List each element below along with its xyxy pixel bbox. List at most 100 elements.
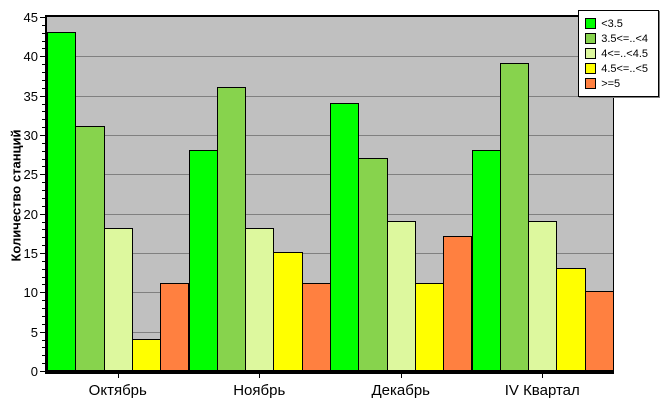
y-tick-minor — [42, 48, 45, 50]
bar — [386, 220, 416, 371]
y-tick-minor — [42, 64, 45, 66]
bar — [188, 149, 218, 371]
bar — [75, 126, 105, 371]
y-tick-label: 30 — [23, 128, 38, 143]
y-tick-minor — [42, 300, 45, 302]
bar — [584, 291, 614, 371]
bar — [273, 252, 303, 371]
y-tick-minor — [42, 347, 45, 349]
legend-swatch-icon — [585, 33, 597, 44]
y-tick-major — [40, 371, 45, 372]
x-tick — [400, 374, 402, 378]
y-tick-minor — [42, 260, 45, 262]
legend-item: 3.5<=..<4 — [585, 31, 648, 46]
legend-swatch-icon — [585, 18, 597, 29]
y-tick-label: 45 — [23, 10, 38, 25]
bars-layer — [47, 17, 614, 371]
legend-item: >=5 — [585, 76, 648, 91]
bar — [499, 63, 530, 371]
y-tick-minor — [42, 237, 45, 239]
x-category-label: Октябрь — [88, 382, 147, 399]
y-tick-label: 20 — [23, 206, 38, 222]
y-tick-minor — [42, 363, 45, 365]
y-tick-minor — [42, 103, 45, 105]
y-tick-label: 40 — [23, 49, 38, 65]
y-tick-major — [40, 331, 45, 333]
x-tick — [259, 374, 261, 378]
y-tick-minor — [42, 40, 45, 42]
y-tick-minor — [42, 323, 45, 325]
legend-label: 3.5<=..<4 — [601, 32, 648, 45]
y-tick-major — [40, 56, 45, 58]
y-tick-minor — [42, 355, 45, 357]
y-tick-label: 0 — [30, 364, 38, 379]
y-tick-major — [40, 213, 45, 215]
bar — [47, 31, 77, 371]
bar — [528, 220, 558, 371]
y-tick-minor — [42, 315, 45, 317]
y-tick-major — [40, 253, 45, 254]
y-tick-minor — [42, 111, 45, 113]
y-tick-minor — [42, 276, 45, 278]
x-category-label: Декабрь — [371, 382, 430, 399]
y-tick-major — [40, 95, 45, 97]
y-tick-minor — [42, 79, 45, 81]
bar — [160, 283, 190, 371]
y-tick-minor — [42, 205, 45, 207]
legend: <3.5 3.5<=..<4 4<=..<4.5 4.5<=..<5 >=5 — [578, 10, 659, 97]
y-tick-minor — [42, 127, 45, 129]
y-tick-minor — [42, 72, 45, 74]
gridline — [47, 56, 613, 58]
y-tick-label: 35 — [23, 88, 38, 104]
bar — [216, 86, 247, 371]
y-tick-minor — [42, 308, 45, 310]
bar — [443, 236, 473, 371]
legend-item: <3.5 — [585, 16, 648, 31]
gridline — [47, 95, 613, 97]
y-tick-minor — [42, 339, 45, 341]
y-tick-major — [40, 292, 45, 294]
bar — [330, 102, 360, 371]
x-tick — [542, 374, 544, 378]
y-tick-minor — [42, 166, 45, 168]
y-tick-major — [40, 135, 45, 136]
legend-swatch-icon — [585, 63, 597, 74]
legend-label: >=5 — [601, 77, 621, 90]
y-tick-minor — [42, 190, 45, 192]
y-tick-minor — [42, 87, 45, 89]
bar — [131, 338, 162, 371]
legend-label: 4<=..<4.5 — [601, 47, 648, 60]
legend-item: 4.5<=..<5 — [585, 61, 648, 76]
y-tick-minor — [42, 197, 45, 199]
x-category-label: Ноябрь — [233, 382, 286, 399]
y-tick-minor — [42, 119, 45, 121]
legend-label: 4.5<=..<5 — [601, 62, 648, 75]
x-tick — [117, 374, 119, 378]
y-tick-minor — [42, 142, 45, 144]
y-tick-label: 25 — [23, 167, 38, 183]
legend-label: <3.5 — [601, 17, 623, 30]
bar — [556, 267, 586, 371]
y-axis-title: Количество станций — [8, 129, 24, 262]
bar — [414, 283, 445, 371]
legend-swatch-icon — [585, 48, 597, 59]
bar — [301, 283, 331, 371]
y-tick-minor — [42, 229, 45, 231]
x-category-label: IV Квартал — [504, 382, 580, 399]
y-tick-label: 10 — [23, 285, 38, 301]
y-tick-major — [40, 17, 45, 18]
legend-item: 4<=..<4.5 — [585, 46, 648, 61]
bar — [358, 157, 388, 371]
y-tick-minor — [42, 24, 45, 26]
bar — [103, 228, 133, 371]
y-tick-minor — [42, 268, 45, 270]
y-tick-minor — [42, 284, 45, 286]
bar — [471, 149, 501, 371]
plot-area — [45, 15, 614, 374]
y-tick-label: 15 — [23, 246, 38, 261]
y-tick-minor — [42, 150, 45, 152]
y-tick-minor — [42, 32, 45, 34]
y-tick-minor — [42, 221, 45, 223]
y-tick-minor — [42, 245, 45, 247]
